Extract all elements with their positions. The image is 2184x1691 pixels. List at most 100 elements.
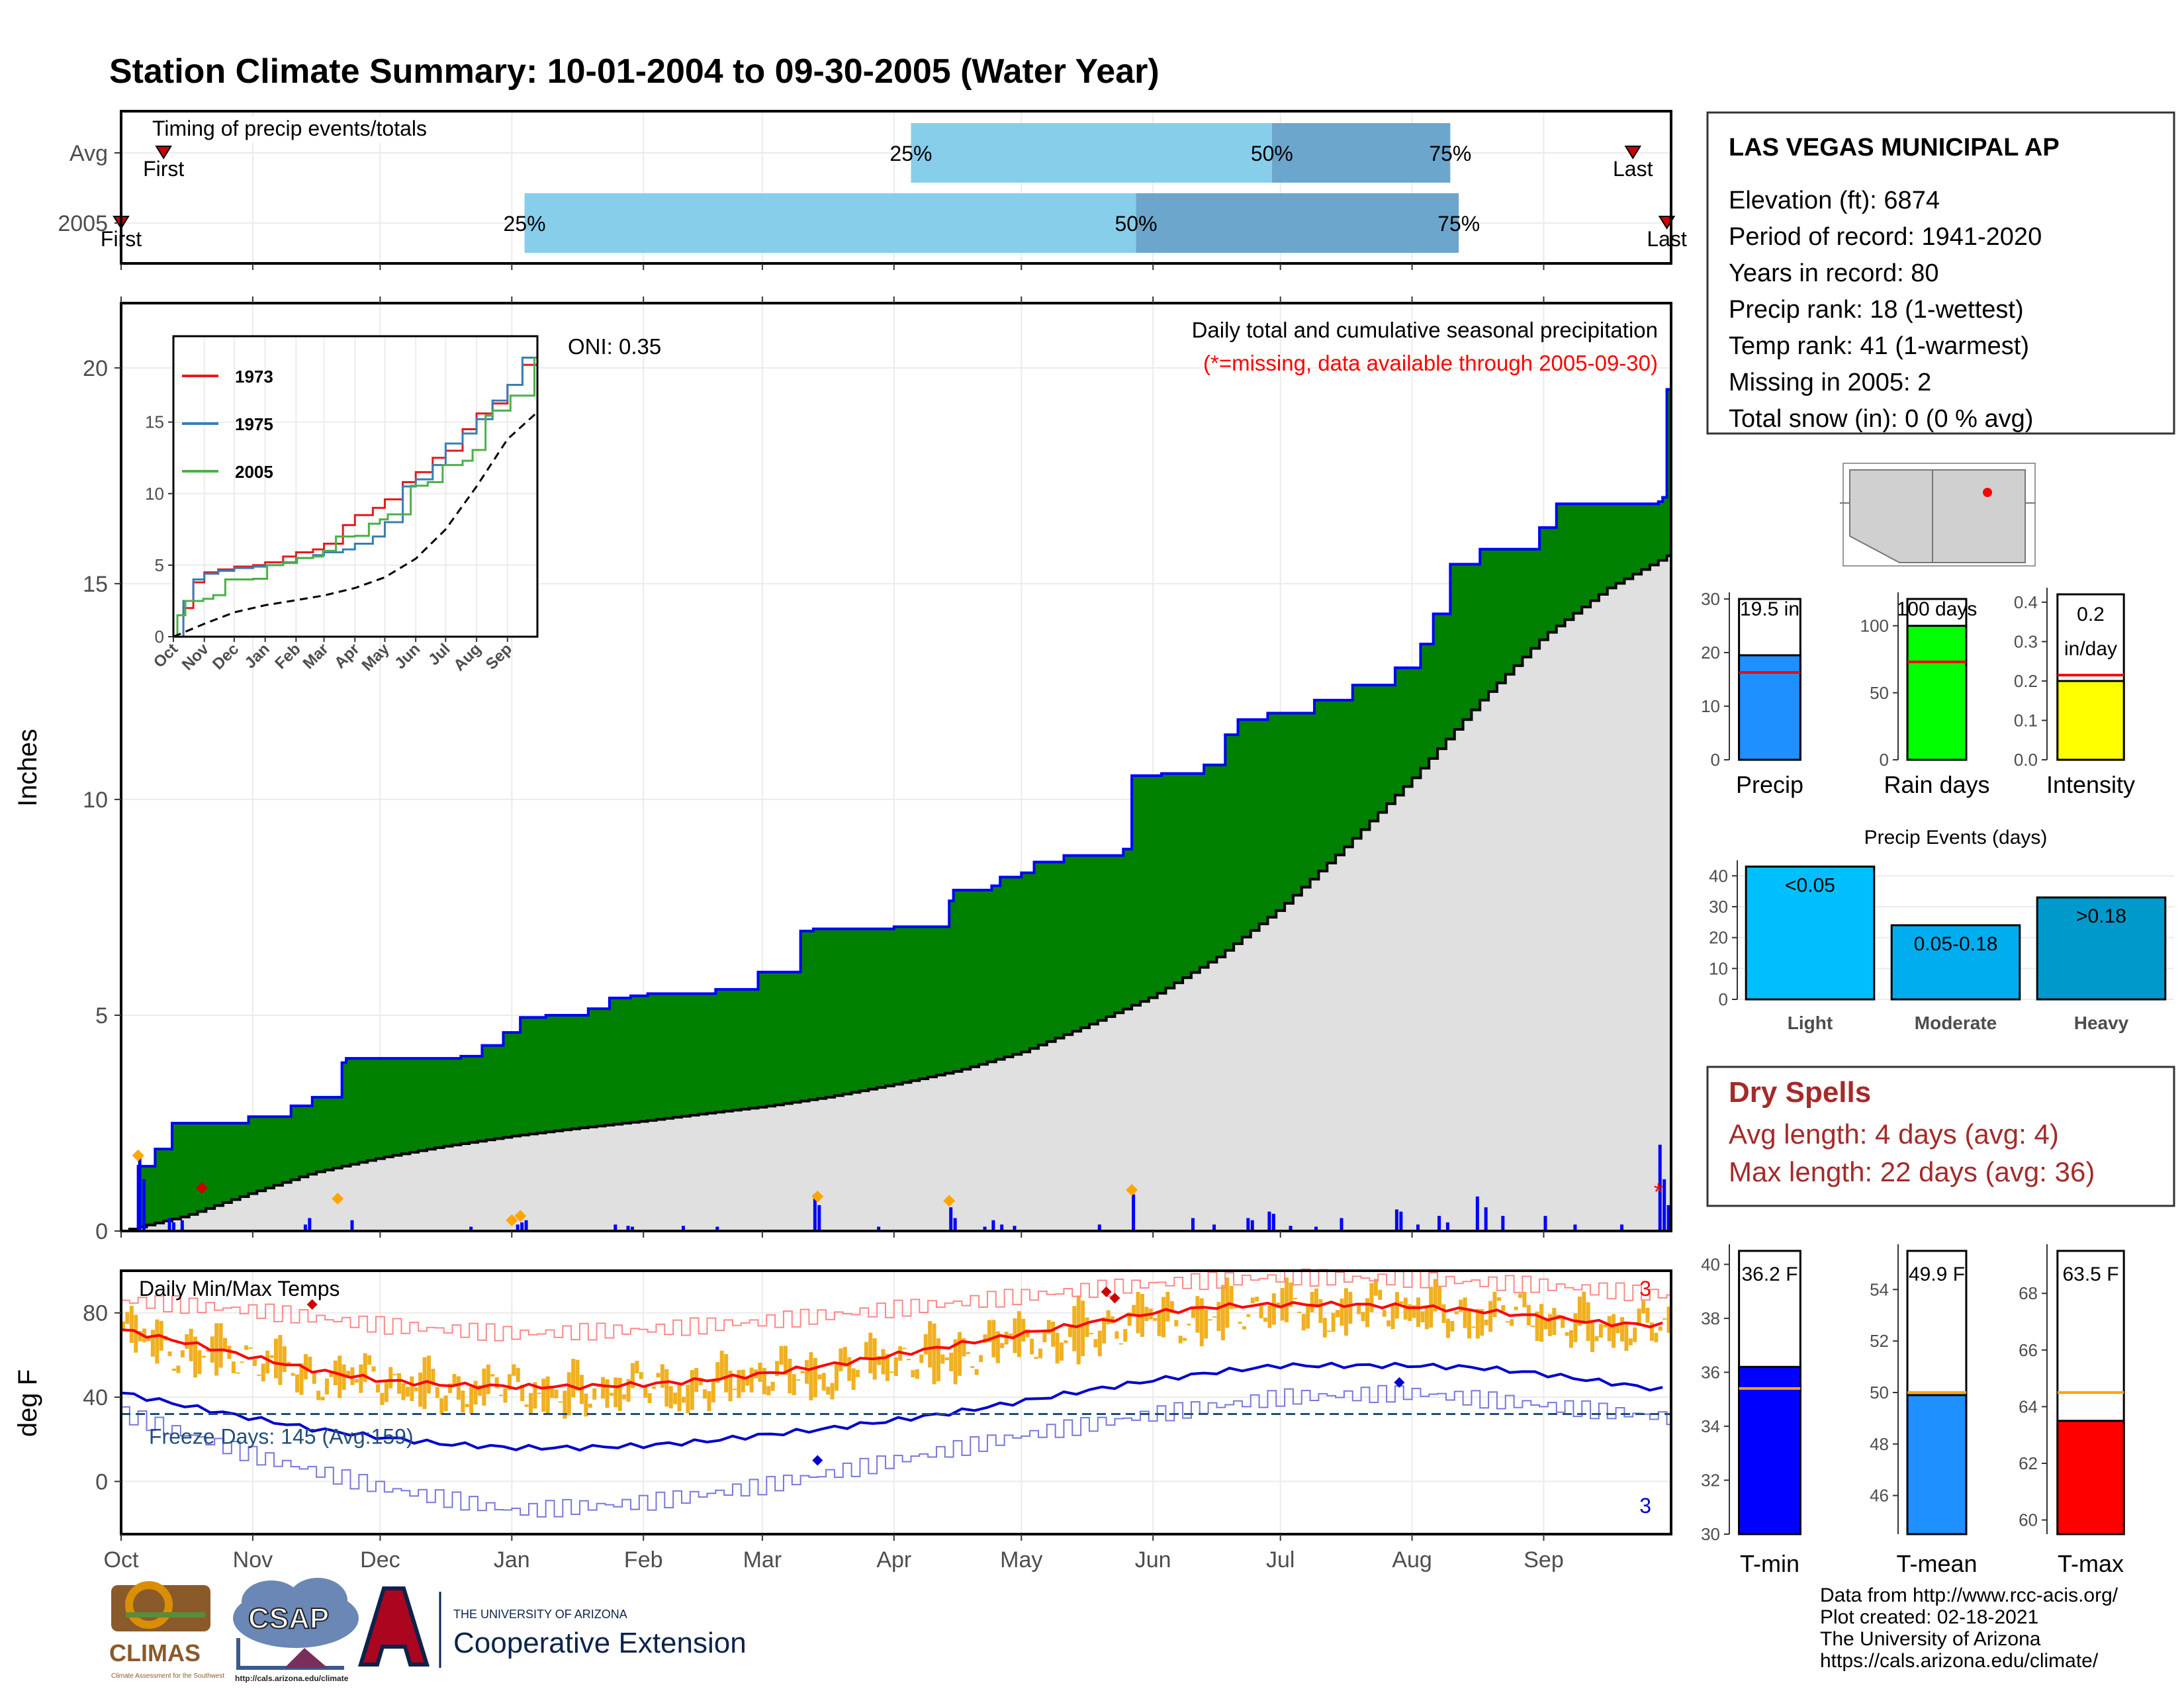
daily-temp-bar [953, 1339, 958, 1385]
value-label: 63.5 F [2062, 1263, 2118, 1285]
footer-credits: Data from http://www.rcc-acis.org/ Plot … [1820, 1584, 2118, 1672]
quartile-label: 75% [1437, 212, 1480, 236]
average-temp-line [120, 1301, 1663, 1391]
daily-temp-bar [1365, 1298, 1370, 1328]
daily-temp-bar [278, 1335, 283, 1385]
record-marker [812, 1455, 823, 1466]
daily-precip-bar [516, 1224, 520, 1231]
daily-temp-bar [516, 1367, 520, 1383]
category-label: Rain days [1884, 771, 1989, 798]
daily-temp-bar [155, 1319, 159, 1364]
daily-precip-bar [1267, 1211, 1271, 1231]
y-tick-label: 50 [1870, 683, 1889, 703]
event-marker [1624, 146, 1642, 160]
daily-temp-bar [554, 1389, 559, 1398]
daily-temp-bar [1480, 1308, 1484, 1336]
daily-temp-bar [359, 1364, 363, 1393]
daily-temp-bar [1598, 1324, 1603, 1338]
daily-temp-bar [1590, 1321, 1595, 1352]
daily-temp-bar [461, 1391, 465, 1413]
daily-temp-bar [1081, 1301, 1085, 1357]
daily-temp-bar [673, 1393, 678, 1404]
daily-temp-bar [1051, 1321, 1056, 1347]
daily-temp-bar [1658, 1326, 1662, 1331]
daily-precip-bar [991, 1220, 995, 1231]
record-marker [1109, 1293, 1120, 1304]
daily-temp-bar [180, 1350, 185, 1357]
daily-temp-bar [958, 1332, 962, 1376]
inset-y-tick-label: 15 [145, 412, 164, 432]
event-marker [514, 1210, 527, 1222]
daily-temp-bar [940, 1354, 945, 1364]
y-tick-label: 30 [1709, 897, 1728, 917]
daily-precip-bar [1620, 1224, 1624, 1231]
daily-temp-bar [528, 1393, 533, 1414]
daily-temp-bar [711, 1379, 715, 1402]
daily-temp-bar [473, 1381, 478, 1405]
daily-temp-bar [639, 1372, 643, 1379]
daily-precip-bar [614, 1224, 617, 1231]
daily-temp-bar [231, 1361, 236, 1373]
daily-temp-bar [1488, 1301, 1493, 1332]
daily-temp-bar [388, 1367, 393, 1389]
daily-temp-bar [265, 1350, 270, 1374]
daily-temp-bar [1216, 1302, 1221, 1332]
oni-label: ONI: 0.35 [568, 334, 661, 359]
average-temp-line [120, 1361, 1663, 1452]
daily-temp-bar [512, 1364, 516, 1376]
daily-temp-bar [817, 1374, 822, 1380]
record-min-count: 3 [1639, 1494, 1651, 1518]
daily-temp-bar [979, 1355, 983, 1362]
daily-temp-bar [1106, 1310, 1111, 1324]
daily-temp-bar [647, 1393, 652, 1404]
daily-temp-bar [558, 1401, 563, 1403]
daily-temp-bar [218, 1323, 223, 1368]
event-marker [155, 146, 172, 160]
daily-temp-bar [1068, 1325, 1072, 1338]
daily-temp-bar [1115, 1331, 1119, 1339]
daily-temp-bar [724, 1353, 729, 1393]
y-tick-label: 20 [1701, 643, 1720, 663]
event-label: Last [1613, 157, 1653, 181]
daily-temp-bar [1165, 1291, 1170, 1322]
chart-title: Daily Min/Max Temps [139, 1277, 340, 1301]
daily-temp-bar [252, 1359, 257, 1366]
category-label: Precip [1736, 771, 1803, 798]
credit-line: Plot created: 02-18-2021 [1820, 1606, 2038, 1628]
y-tick-label: 54 [1870, 1279, 1889, 1299]
daily-temp-bar [686, 1385, 690, 1414]
daily-temp-bar [1169, 1301, 1174, 1313]
daily-temp-bar [1582, 1291, 1586, 1324]
y-tick-label: 62 [2019, 1453, 2038, 1473]
daily-temp-bar [320, 1396, 325, 1400]
daily-temp-bar [1492, 1291, 1497, 1318]
daily-precip-bar [681, 1226, 685, 1231]
climas-logo-text: CLIMAS [109, 1639, 201, 1667]
daily-temp-bar [1089, 1332, 1093, 1334]
daily-temp-bar [1484, 1319, 1488, 1326]
daily-temp-bar [295, 1374, 300, 1393]
csap-logo: CSAP http://cals.arizona.edu/climate [233, 1578, 359, 1683]
record-marker [306, 1299, 318, 1310]
daily-temp-bar [439, 1398, 444, 1415]
daily-temp-bar [545, 1376, 550, 1414]
y-tick-label: 36 [1701, 1362, 1720, 1382]
daily-temp-bar [244, 1345, 249, 1350]
daily-temp-bar [1000, 1343, 1005, 1348]
daily-temp-bar [1373, 1279, 1378, 1296]
inset-series-line [173, 336, 539, 638]
daily-temp-bar [291, 1373, 295, 1376]
y-tick-label: 100 [1860, 616, 1889, 636]
daily-temp-bar [1153, 1318, 1158, 1321]
daily-temp-bar [1310, 1291, 1314, 1312]
daily-temp-bar [435, 1387, 439, 1398]
bar-label: >0.18 [2076, 905, 2126, 927]
daily-temp-bar [134, 1314, 138, 1353]
daily-temp-bar [248, 1347, 253, 1349]
daily-temp-bar [826, 1387, 831, 1395]
daily-temp-bar [282, 1346, 287, 1373]
daily-temp-bar [150, 1330, 155, 1357]
daily-temp-bar [1204, 1310, 1208, 1339]
daily-temp-bar [944, 1357, 949, 1361]
